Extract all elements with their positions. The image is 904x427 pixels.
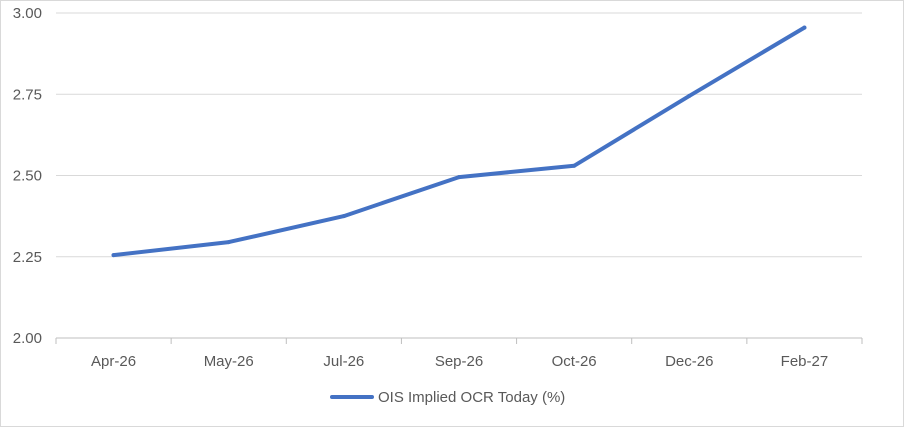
data-point	[572, 163, 577, 168]
data-point	[226, 240, 231, 245]
data-point	[687, 93, 692, 98]
y-tick-label: 2.00	[13, 330, 42, 347]
series-lines	[111, 25, 807, 258]
legend-label: OIS Implied OCR Today (%)	[378, 389, 565, 406]
data-point	[802, 25, 807, 30]
y-tick-label: 2.75	[13, 86, 42, 103]
legend: OIS Implied OCR Today (%)	[330, 389, 565, 406]
data-point	[111, 253, 116, 258]
x-tick-label: Dec-26	[665, 353, 713, 370]
data-point	[457, 175, 461, 180]
x-tick-label: May-26	[204, 353, 254, 370]
x-tick-label: Apr-26	[91, 353, 136, 370]
y-tick-label: 3.00	[13, 5, 42, 22]
series-line	[111, 25, 807, 258]
x-tick-label: Feb-27	[781, 353, 829, 370]
x-axis	[55, 337, 863, 344]
data-point	[341, 214, 346, 219]
x-axis-tick-labels: Apr-26 May-26 Jul-26 Sep-26 Oct-26 Dec-26 Feb-…	[91, 353, 828, 370]
x-tick-label: Oct-26	[552, 353, 597, 370]
gridlines	[56, 12, 862, 258]
x-tick-label: Jul-26	[323, 353, 364, 370]
y-axis-tick-labels: 2.00 2.25 2.50 2.75 3.00	[13, 5, 42, 347]
y-tick-label: 2.25	[13, 249, 42, 266]
x-tick-label: Sep-26	[435, 353, 483, 370]
y-tick-label: 2.50	[13, 168, 42, 185]
